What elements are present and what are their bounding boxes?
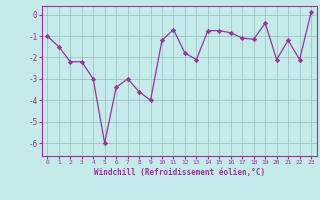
X-axis label: Windchill (Refroidissement éolien,°C): Windchill (Refroidissement éolien,°C)	[94, 168, 265, 177]
